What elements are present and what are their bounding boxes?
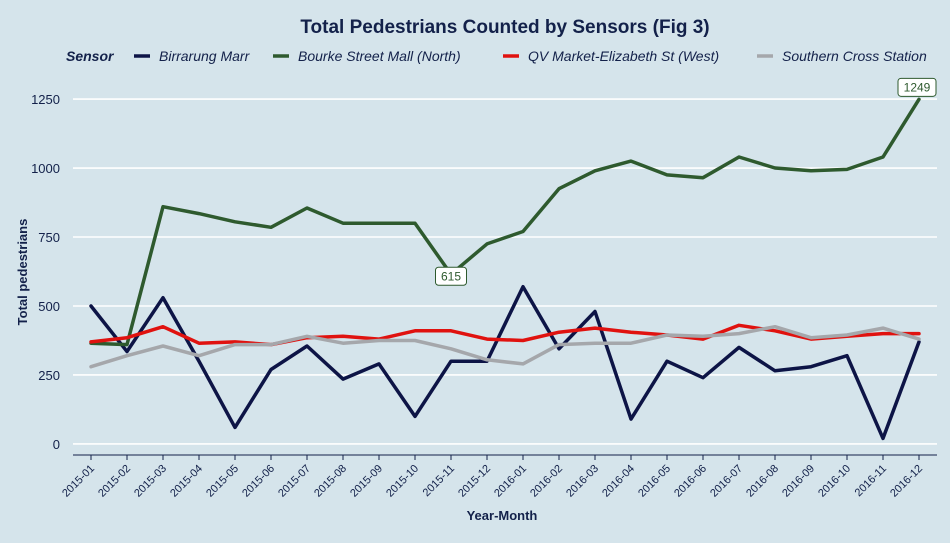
y-tick-label: 250 [38,368,60,383]
x-tick-label: 2016-10 [816,463,853,500]
x-tick-label: 2015-10 [384,463,421,500]
chart-title: Total Pedestrians Counted by Sensors (Fi… [300,17,709,38]
x-tick-label: 2015-04 [168,463,205,500]
x-axis: 2015-012015-022015-032015-042015-052015-… [60,454,937,500]
x-tick-label: 2016-12 [888,463,925,500]
legend-label: Southern Cross Station [782,48,927,64]
data-label-box [435,266,467,286]
x-tick-label: 2015-01 [60,463,97,500]
y-tick-label: 1250 [31,92,60,107]
legend-title: Sensor [66,48,115,64]
x-tick-label: 2016-05 [636,463,673,500]
x-tick-label: 2015-12 [456,463,493,500]
x-tick-label: 2015-08 [312,463,349,500]
x-tick-label: 2016-06 [672,463,709,500]
legend: Sensor Birrarung Marr Bourke Street Mall … [66,48,927,64]
x-tick-label: 2016-04 [600,463,637,500]
y-tick-label: 750 [38,230,60,245]
legend-label: QV Market-Elizabeth St (West) [528,48,719,64]
grid [73,98,937,445]
y-tick-label: 0 [53,437,60,452]
legend-label: Bourke Street Mall (North) [298,48,461,64]
x-tick-label: 2016-01 [492,463,529,500]
x-tick-label: 2016-09 [780,463,817,500]
x-tick-label: 2016-07 [708,463,745,500]
series-line [89,97,921,347]
y-axis-title: Total pedestrians [15,219,30,326]
x-tick-label: 2015-09 [348,463,385,500]
x-tick-label: 2015-02 [96,463,133,500]
y-tick-label: 1000 [31,161,60,176]
x-tick-label: 2016-08 [744,463,781,500]
x-axis-title: Year-Month [467,508,538,523]
x-tick-label: 2016-03 [564,463,601,500]
data-labels: 615 1249 [435,77,937,286]
x-tick-label: 2016-11 [853,463,889,499]
data-label: 1249 [904,80,931,94]
series-line [89,284,921,441]
y-tick-label: 500 [38,299,60,314]
x-tick-label: 2015-06 [240,463,277,500]
y-axis-ticks: 0 250 500 750 1000 1250 [31,92,60,452]
x-tick-label: 2015-11 [421,463,457,499]
series-line [89,324,921,369]
series-line [89,323,921,347]
x-tick-label: 2015-05 [204,463,241,500]
x-tick-label: 2016-02 [528,463,565,500]
x-tick-label: 2015-03 [132,463,169,500]
data-label-box [897,77,937,97]
legend-label: Birrarung Marr [159,48,251,64]
x-tick-label: 2015-07 [276,463,313,500]
series-lines [89,97,921,441]
data-label: 615 [441,269,461,283]
